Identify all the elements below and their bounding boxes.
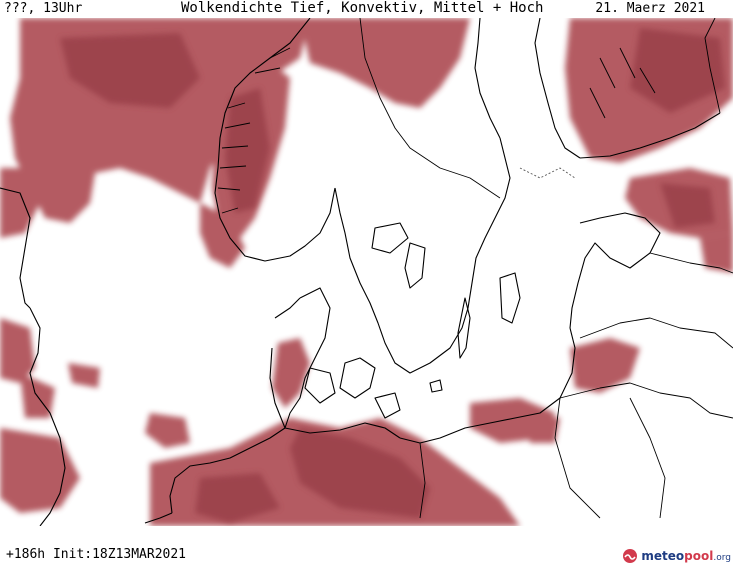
map-canvas: [0, 18, 733, 526]
header-bar: ???, 13Uhr Wolkendichte Tief, Konvektiv,…: [0, 0, 733, 18]
meteopool-wordmark: meteopool.org: [641, 549, 731, 563]
footer-bar: +186h Init:18Z13MAR2021 meteopool.org: [0, 526, 733, 566]
fjord-details: [217, 47, 656, 214]
model-run-info: +186h Init:18Z13MAR2021: [6, 547, 187, 562]
header-date: 21. Maerz 2021: [595, 1, 705, 16]
coastlines: [0, 18, 733, 526]
cloud-dense-cores: [60, 28, 725, 523]
header-weekday-time: ???, 13Uhr: [4, 1, 83, 16]
meteopool-logo[interactable]: meteopool.org: [622, 546, 731, 566]
map-title: Wolkendichte Tief, Konvektiv, Mittel + H…: [181, 0, 544, 16]
meteopool-logo-icon: [623, 549, 638, 563]
cloud-cover-map: [0, 18, 733, 526]
